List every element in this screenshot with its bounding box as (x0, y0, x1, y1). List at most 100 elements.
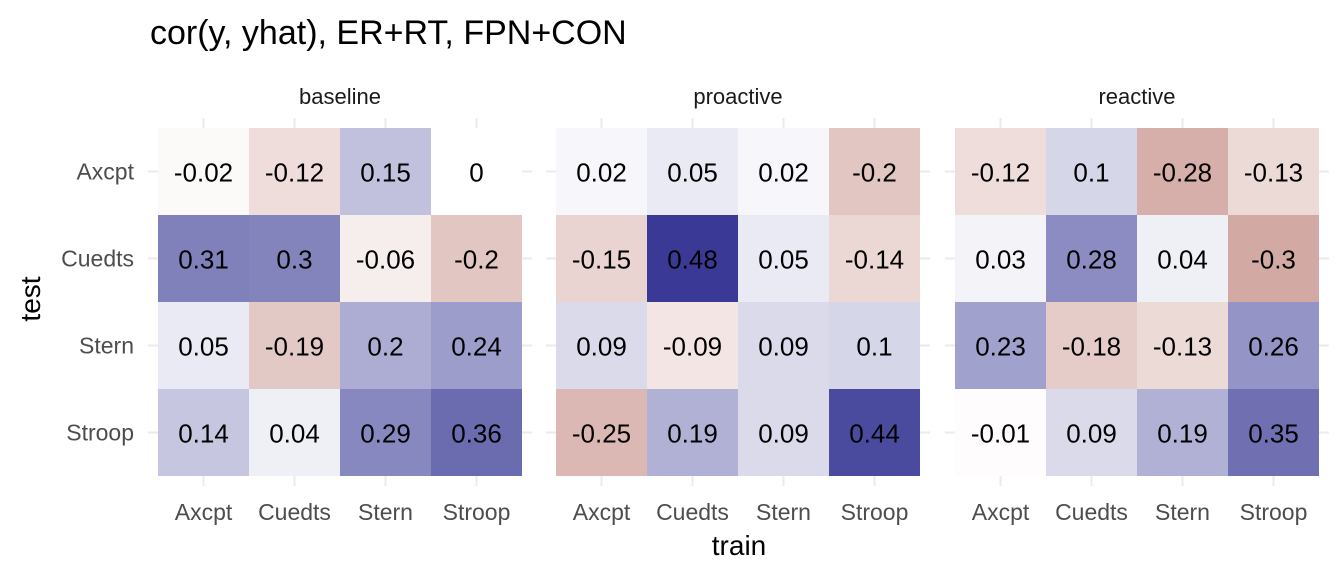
heatmap-cell (829, 302, 920, 389)
heatmap-cell (340, 215, 431, 302)
cell-value-label: 0.14 (178, 419, 229, 449)
heatmap-cell (249, 302, 340, 389)
cell-value-label: 0.36 (451, 419, 502, 449)
cell-value-label: 0.28 (1066, 245, 1117, 275)
cell-value-label: 0.09 (1066, 419, 1117, 449)
heatmap-cell (1046, 302, 1137, 389)
x-tick-label: Cuedts (258, 499, 331, 525)
heatmap-cell (738, 302, 829, 389)
cell-value-label: 0.2 (367, 332, 403, 362)
heatmap-cell (647, 302, 738, 389)
cell-labels: -0.02 -0.12 0.15 0 0.31 0.3 -0.06 -0.2 0.05 -0.19… (174, 158, 1303, 449)
x-tick-label: Stroop (1240, 499, 1308, 525)
x-tick-label: Stroop (443, 499, 511, 525)
heatmap-cell (249, 215, 340, 302)
heatmap-cell (1046, 215, 1137, 302)
cell-value-label: 0.19 (667, 419, 718, 449)
y-tick-label: Stern (79, 333, 134, 359)
cell-value-label: 0.31 (178, 245, 229, 275)
x-tick-label: Stroop (841, 499, 909, 525)
cell-value-label: -0.19 (265, 332, 324, 362)
heatmap-cell (1228, 389, 1319, 476)
heatmap-cell (340, 128, 431, 215)
cell-value-label: -0.2 (852, 158, 897, 188)
x-tick-label: Axcpt (972, 499, 1030, 525)
cell-value-label: -0.14 (845, 245, 904, 275)
heatmap-cell (431, 215, 522, 302)
y-tick-label: Axcpt (76, 159, 134, 185)
y-tick-label: Cuedts (61, 246, 134, 272)
cell-value-label: 0.19 (1157, 419, 1208, 449)
cell-value-label: -0.13 (1153, 332, 1212, 362)
cell-value-label: 0.3 (276, 245, 312, 275)
heatmap-cell (158, 302, 249, 389)
heatmap-cell (647, 215, 738, 302)
cell-value-label: -0.12 (971, 158, 1030, 188)
cell-value-label: -0.02 (174, 158, 233, 188)
cell-value-label: -0.01 (971, 419, 1030, 449)
x-tick-label: Stern (756, 499, 811, 525)
cell-value-label: -0.3 (1251, 245, 1296, 275)
cell-value-label: 0.23 (975, 332, 1026, 362)
cell-value-label: 0.26 (1248, 332, 1299, 362)
heatmap-cells (158, 128, 1319, 476)
cell-value-label: 0.35 (1248, 419, 1299, 449)
heatmap-cell (647, 128, 738, 215)
facet-label-reactive: reactive (1098, 84, 1175, 109)
heatmap-cell (431, 302, 522, 389)
heatmap-cell (158, 215, 249, 302)
heatmap-cell (1228, 128, 1319, 215)
heatmap-cell (955, 215, 1046, 302)
heatmap-cell (340, 389, 431, 476)
cell-value-label: 0.04 (269, 419, 320, 449)
cell-value-label: -0.13 (1244, 158, 1303, 188)
cell-value-label: 0.44 (849, 419, 900, 449)
heatmap-cell (955, 389, 1046, 476)
cell-value-label: 0.09 (576, 332, 627, 362)
cell-value-label: -0.06 (356, 245, 415, 275)
cell-value-label: 0.1 (1073, 158, 1109, 188)
heatmap-cell (340, 302, 431, 389)
heatmap-cell (249, 128, 340, 215)
y-tick-label: Stroop (66, 420, 134, 446)
cell-value-label: 0.29 (360, 419, 411, 449)
x-tick-label: Stern (1155, 499, 1210, 525)
heatmap-cell (249, 389, 340, 476)
heatmap-cell (738, 128, 829, 215)
x-tick-label: Cuedts (656, 499, 729, 525)
cell-value-label: 0.1 (856, 332, 892, 362)
heatmap-cell (647, 389, 738, 476)
x-tick-label: Axcpt (175, 499, 233, 525)
cell-value-label: -0.12 (265, 158, 324, 188)
heatmap-cell (1137, 215, 1228, 302)
facet-label-proactive: proactive (693, 84, 782, 109)
cell-value-label: 0.04 (1157, 245, 1208, 275)
heatmap-cell (556, 302, 647, 389)
heatmap-cell (431, 389, 522, 476)
heatmap-cell (1228, 302, 1319, 389)
x-tick-label: Axcpt (573, 499, 631, 525)
heatmap-cell (738, 215, 829, 302)
heatmap-cell (738, 389, 829, 476)
cell-value-label: -0.18 (1062, 332, 1121, 362)
heatmap-cell (158, 128, 249, 215)
cell-value-label: -0.28 (1153, 158, 1212, 188)
cell-value-label: 0.05 (178, 332, 229, 362)
cell-value-label: 0.48 (667, 245, 718, 275)
heatmap-cell (431, 128, 522, 215)
heatmap-cell (829, 128, 920, 215)
heatmap-cell (158, 389, 249, 476)
cell-value-label: 0.15 (360, 158, 411, 188)
cell-value-label: -0.25 (572, 419, 631, 449)
heatmap-cell (556, 389, 647, 476)
heatmap-cell (829, 389, 920, 476)
heatmap-cell (1228, 215, 1319, 302)
cell-value-label: 0.24 (451, 332, 502, 362)
heatmap-cell (955, 302, 1046, 389)
heatmap-cell (556, 215, 647, 302)
cell-value-label: 0.05 (758, 245, 809, 275)
heatmap-cell (829, 215, 920, 302)
heatmap-cell (556, 128, 647, 215)
cell-value-label: 0.02 (758, 158, 809, 188)
